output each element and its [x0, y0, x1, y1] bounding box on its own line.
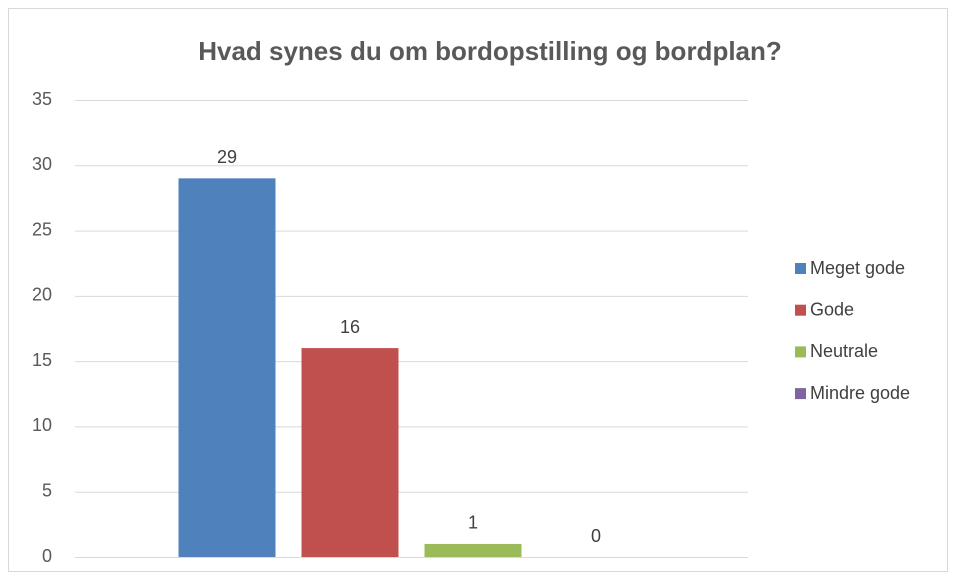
data-label: 16 [340, 317, 360, 337]
y-tick-label: 15 [32, 350, 52, 370]
legend-swatch [795, 346, 806, 358]
bar [424, 543, 522, 557]
data-label: 29 [217, 147, 237, 167]
y-tick-label: 35 [32, 89, 52, 109]
legend-swatch [795, 263, 806, 274]
legend-label: Gode [810, 299, 854, 319]
data-label: 1 [468, 513, 478, 533]
legend-swatch [795, 304, 806, 316]
y-tick-label: 5 [42, 480, 52, 500]
data-label: 0 [591, 526, 601, 546]
bar [178, 178, 276, 558]
bar [301, 348, 399, 557]
y-tick-label: 25 [32, 219, 52, 239]
chart-title: Hvad synes du om bordopstilling og bordp… [198, 36, 782, 66]
y-tick-label: 10 [32, 415, 52, 435]
legend-label: Meget gode [810, 258, 905, 278]
chart-border [8, 8, 948, 572]
y-tick-label: 0 [42, 546, 52, 566]
legend-label: Neutrale [810, 341, 878, 361]
legend-swatch [795, 388, 806, 400]
legend-label: Mindre gode [810, 383, 910, 403]
y-tick-label: 20 [32, 285, 52, 305]
y-tick-label: 30 [32, 154, 52, 174]
